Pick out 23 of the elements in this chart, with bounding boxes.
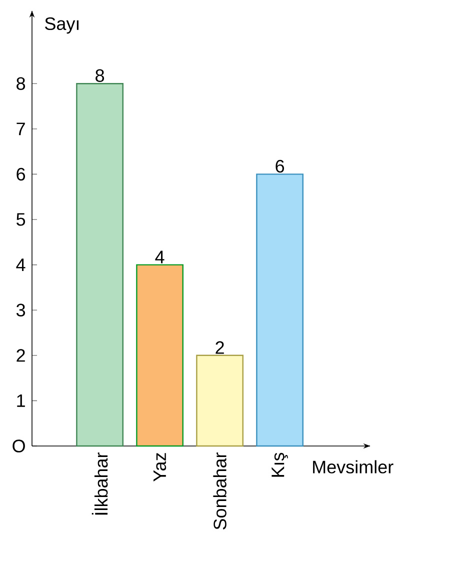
- y-tick-label: 4: [16, 258, 26, 271]
- bar: [136, 264, 184, 447]
- y-tick-label: 5: [16, 213, 26, 226]
- x-tick-label: Kış: [272, 452, 288, 477]
- y-tick-label: 8: [16, 77, 26, 90]
- y-axis-title: Sayı: [45, 17, 78, 34]
- bar: [196, 354, 244, 447]
- data-label: 2: [216, 341, 224, 354]
- y-tick-label: 1: [17, 394, 25, 407]
- data-label: 6: [276, 160, 284, 173]
- data-label: 8: [96, 69, 104, 82]
- y-tick-label: 6: [16, 168, 26, 181]
- y-tick-label: 3: [16, 304, 26, 316]
- x-tick-label: İlkbahar: [92, 452, 108, 515]
- x-axis-title: Mevsimler: [313, 460, 394, 474]
- bar: [76, 83, 124, 447]
- y-tick-label: 7: [16, 122, 25, 136]
- data-label: 4: [155, 250, 164, 264]
- x-tick-label: Sonbahar: [213, 452, 226, 530]
- y-tick-label: 2: [16, 349, 25, 362]
- bar: [256, 174, 304, 447]
- x-tick-label: Yaz: [154, 453, 166, 482]
- y-tick-label: O: [12, 440, 25, 452]
